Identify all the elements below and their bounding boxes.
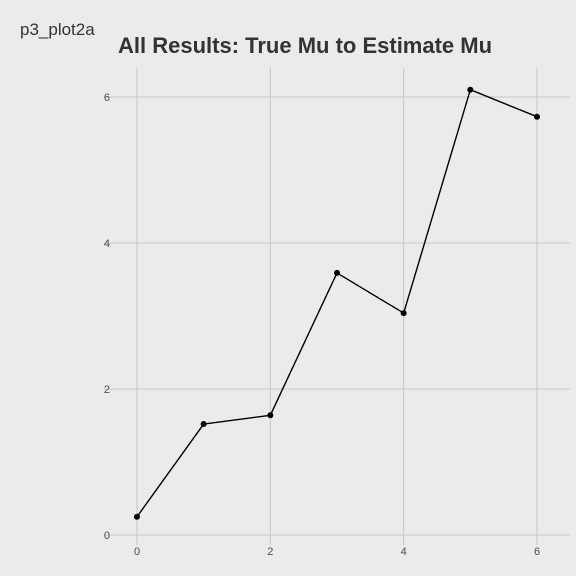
- x-tick-label: 2: [267, 546, 273, 558]
- axis-tick-labels: 0 2 4 6 0 2 4 6: [104, 92, 540, 558]
- data-point: [334, 269, 340, 276]
- y-tick-label: 4: [104, 238, 110, 250]
- data-point: [400, 310, 407, 317]
- data-point: [267, 412, 274, 419]
- plot-identifier: p3_plot2a: [20, 20, 95, 39]
- x-tick-label: 4: [401, 546, 407, 558]
- x-tick-label: 0: [134, 546, 140, 558]
- data-point: [467, 86, 474, 93]
- y-tick-label: 0: [104, 530, 110, 542]
- series-line: [136, 88, 538, 518]
- data-point: [134, 513, 140, 520]
- chart-title: All Results: True Mu to Estimate Mu: [118, 33, 493, 58]
- data-points: [134, 86, 540, 520]
- data-point: [200, 421, 207, 428]
- data-point: [534, 113, 540, 120]
- data-series: [136, 88, 538, 518]
- y-tick-label: 2: [104, 384, 110, 396]
- grid-lines: [104, 68, 570, 545]
- x-tick-label: 6: [534, 546, 540, 558]
- y-tick-label: 6: [104, 92, 110, 104]
